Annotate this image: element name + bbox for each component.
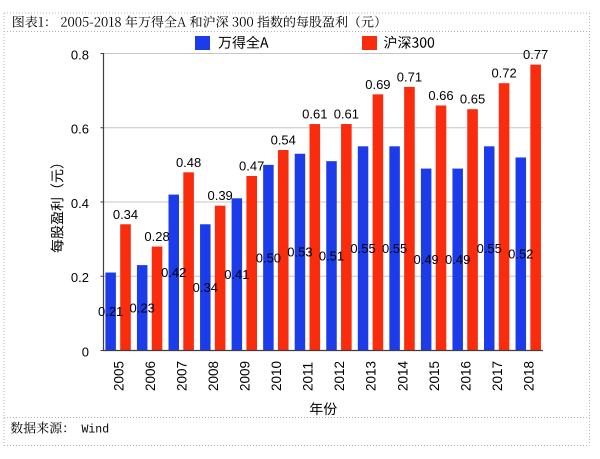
svg-text:2009: 2009 — [238, 361, 253, 391]
svg-text:0.39: 0.39 — [207, 188, 232, 203]
svg-text:0.49: 0.49 — [445, 252, 470, 267]
svg-text:2005: 2005 — [111, 361, 126, 391]
svg-text:0.52: 0.52 — [508, 247, 533, 262]
svg-text:0.49: 0.49 — [413, 252, 438, 267]
svg-text:0.51: 0.51 — [319, 248, 344, 263]
svg-text:2006: 2006 — [143, 361, 158, 391]
svg-text:2015: 2015 — [427, 361, 442, 391]
svg-text:0.34: 0.34 — [113, 207, 138, 222]
svg-text:0.8: 0.8 — [71, 47, 89, 62]
svg-text:0.65: 0.65 — [460, 92, 485, 107]
svg-text:0.41: 0.41 — [224, 267, 249, 282]
svg-text:0.4: 0.4 — [71, 196, 89, 211]
svg-text:0.77: 0.77 — [523, 47, 548, 62]
svg-text:2013: 2013 — [364, 361, 379, 391]
svg-text:Wind: Wind — [82, 423, 110, 436]
svg-text:0.21: 0.21 — [98, 304, 123, 319]
svg-text:2018: 2018 — [521, 361, 536, 391]
svg-text:2012: 2012 — [332, 361, 347, 391]
svg-text:0.6: 0.6 — [71, 122, 89, 137]
svg-text:2008: 2008 — [206, 361, 221, 391]
svg-text:0.47: 0.47 — [239, 159, 264, 174]
svg-text:0.69: 0.69 — [365, 77, 390, 92]
svg-text:0.71: 0.71 — [397, 69, 422, 84]
svg-text:0.42: 0.42 — [161, 265, 186, 280]
svg-text:2007: 2007 — [174, 361, 189, 391]
svg-text:2014: 2014 — [395, 360, 410, 391]
svg-text:0.48: 0.48 — [176, 155, 201, 170]
svg-text:0.55: 0.55 — [382, 241, 407, 256]
svg-text:0.23: 0.23 — [130, 300, 155, 315]
svg-text:0.55: 0.55 — [350, 241, 375, 256]
svg-text:0.61: 0.61 — [302, 107, 327, 122]
svg-text:0.50: 0.50 — [256, 250, 281, 265]
svg-text:2011: 2011 — [301, 362, 316, 391]
svg-text:0.54: 0.54 — [271, 133, 296, 148]
svg-text:2017: 2017 — [490, 361, 505, 391]
svg-text:0: 0 — [82, 344, 89, 359]
svg-text:0.34: 0.34 — [193, 280, 218, 295]
svg-text:0.53: 0.53 — [287, 245, 312, 260]
svg-text:0.55: 0.55 — [477, 241, 502, 256]
svg-text:0.66: 0.66 — [428, 88, 453, 103]
svg-text:2010: 2010 — [269, 361, 284, 391]
svg-text:0.2: 0.2 — [71, 270, 89, 285]
svg-text:0.61: 0.61 — [334, 107, 359, 122]
svg-text:0.28: 0.28 — [144, 229, 169, 244]
svg-text:0.72: 0.72 — [491, 66, 516, 81]
svg-text:2016: 2016 — [458, 361, 473, 391]
